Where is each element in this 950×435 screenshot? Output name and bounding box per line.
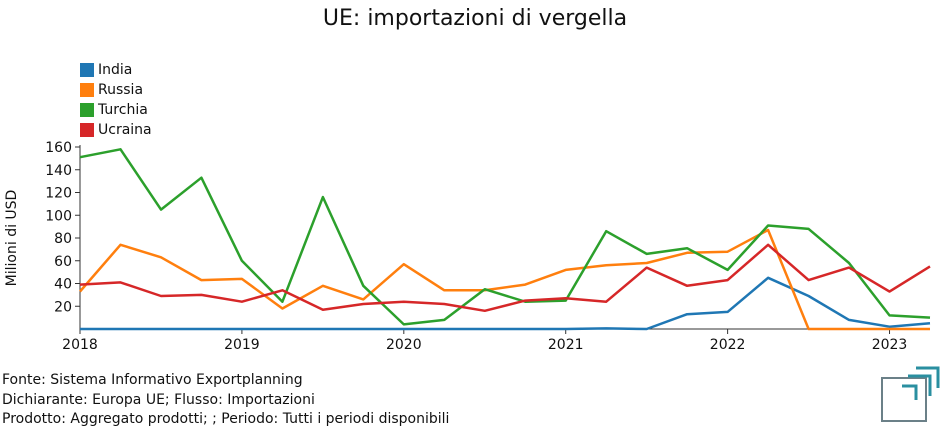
y-tick-label: 20	[54, 299, 72, 315]
y-tick-label: 120	[45, 186, 72, 202]
legend-label-russia: Russia	[98, 82, 144, 98]
legend-label-turchia: Turchia	[98, 102, 148, 118]
series-line-ucraina	[79, 243, 931, 313]
x-tick-label: 2023	[872, 337, 908, 353]
legend-item-russia: Russia	[80, 80, 152, 100]
x-tick-label: 2020	[386, 337, 422, 353]
y-tick-label: 140	[45, 163, 72, 179]
chart-title: UE: importazioni di vergella	[322, 6, 628, 31]
series-line-turchia	[79, 148, 931, 326]
x-tick-label: 2019	[224, 337, 260, 353]
legend-swatch-india	[80, 63, 94, 77]
footer-declarant: Dichiarante: Europa UE; Flusso: Importaz…	[2, 391, 315, 408]
legend-swatch-ucraina	[80, 123, 94, 137]
series-line-russia	[79, 228, 930, 331]
exportplanning-logo-icon	[881, 366, 940, 422]
legend-item-ucraina: Ucraina	[80, 120, 152, 140]
footer-source: Fonte: Sistema Informativo Exportplannin…	[2, 372, 303, 388]
legend-swatch-russia	[80, 83, 94, 97]
legend-item-turchia: Turchia	[80, 100, 152, 120]
y-tick-label: 60	[54, 254, 72, 270]
y-tick-label: 160	[45, 140, 72, 156]
y-tick-label: 40	[54, 277, 72, 293]
y-tick-label: 100	[45, 208, 72, 224]
legend-label-ucraina: Ucraina	[98, 122, 152, 138]
footer: Fonte: Sistema Informativo Exportplannin…	[2, 371, 449, 430]
y-axis-label: Milioni di USD	[4, 190, 20, 287]
legend: India Russia Turchia Ucraina	[80, 60, 152, 140]
x-tick-label: 2018	[62, 337, 98, 353]
series-line-india	[80, 276, 931, 331]
footer-product: Prodotto: Aggregato prodotti; ; Periodo:…	[2, 411, 450, 427]
legend-item-india: India	[80, 60, 152, 80]
x-tick-label: 2022	[710, 337, 746, 353]
legend-label-india: India	[98, 62, 133, 78]
y-tick-label: 80	[54, 231, 72, 247]
legend-swatch-turchia	[80, 103, 94, 117]
x-tick-label: 2021	[548, 337, 584, 353]
